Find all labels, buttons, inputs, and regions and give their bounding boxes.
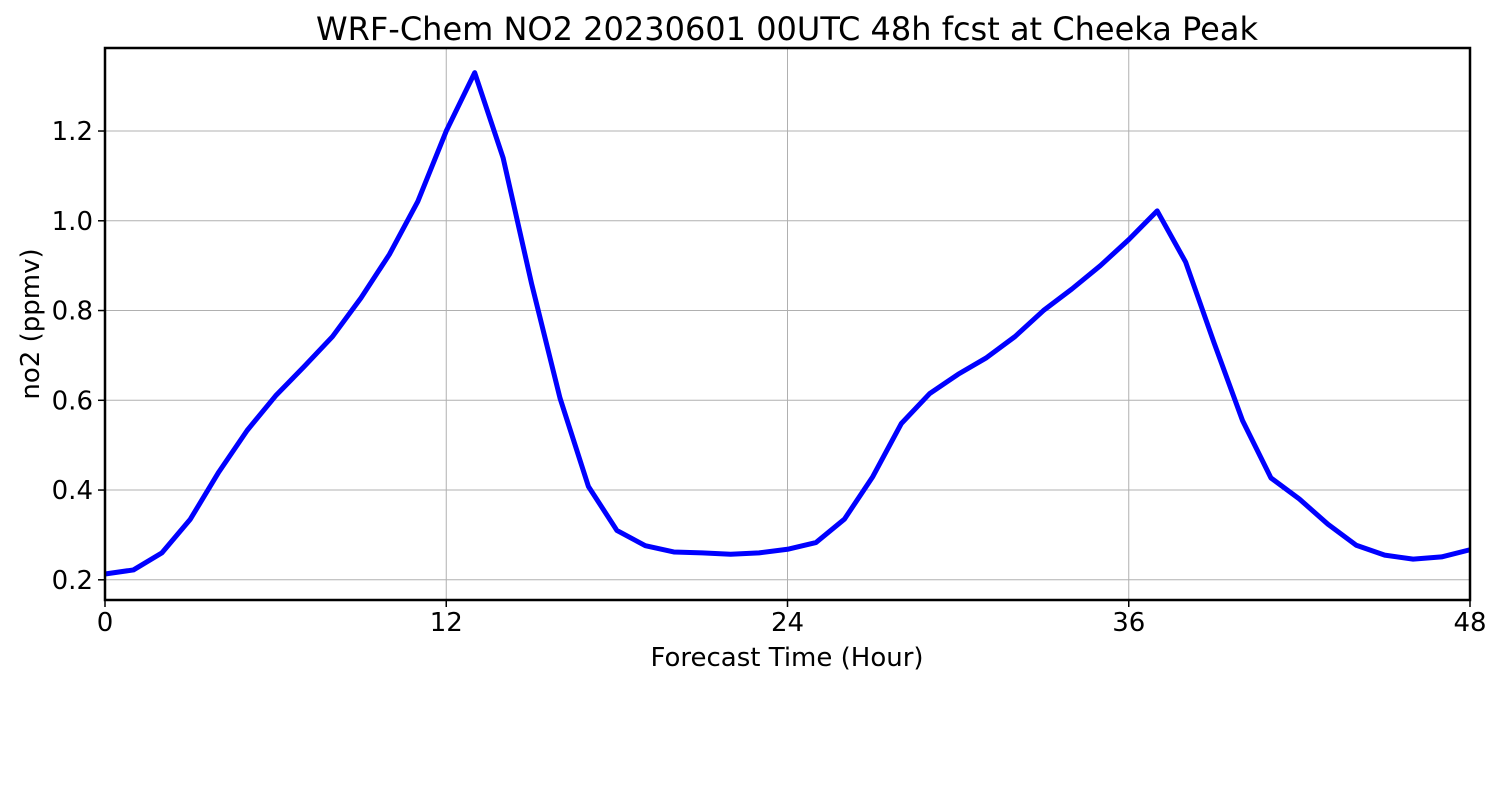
x-tick-label: 48 xyxy=(1453,608,1486,638)
grid xyxy=(104,48,1471,600)
y-axis: 0.2 0.4 0.6 0.8 1.0 1.2 xyxy=(52,117,105,596)
x-axis: 0 12 24 36 48 xyxy=(97,600,1487,638)
series-line xyxy=(104,70,1471,577)
y-tick-label: 1.2 xyxy=(52,117,93,147)
y-tick-label: 0.2 xyxy=(52,566,93,596)
y-tick-label: 1.0 xyxy=(52,207,93,237)
y-axis-label: no2 (ppmv) xyxy=(16,248,46,399)
x-tick-label: 24 xyxy=(771,608,804,638)
chart-title: WRF-Chem NO2 20230601 00UTC 48h fcst at … xyxy=(316,10,1258,48)
y-tick-label: 0.6 xyxy=(52,386,93,416)
x-tick-label: 36 xyxy=(1112,608,1145,638)
y-tick-label: 0.4 xyxy=(52,476,93,506)
series-layer xyxy=(104,70,1471,577)
y-tick-label: 0.8 xyxy=(52,297,93,327)
x-axis-label: Forecast Time (Hour) xyxy=(650,643,923,673)
x-tick-label: 12 xyxy=(430,608,463,638)
x-tick-label: 0 xyxy=(97,608,114,638)
